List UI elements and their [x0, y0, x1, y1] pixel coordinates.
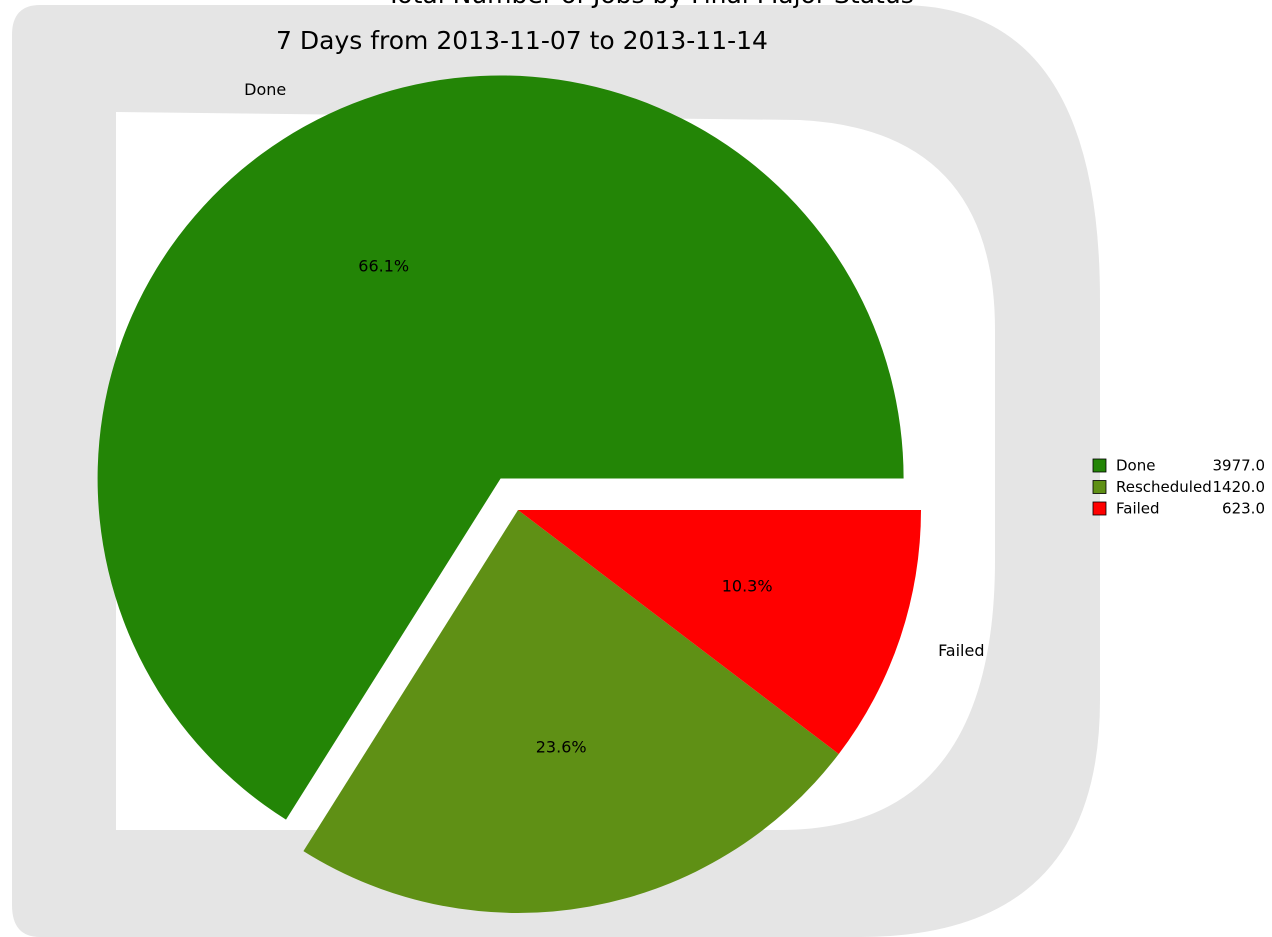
- slice-label: Failed: [938, 641, 984, 660]
- legend-value: 623.0: [1222, 500, 1265, 518]
- legend-value: 3977.0: [1213, 457, 1266, 475]
- percent-label: 66.1%: [358, 256, 409, 275]
- chart-title: Total Number of Jobs by Final Major Stat…: [385, 0, 913, 9]
- watermark: [12, 5, 1100, 937]
- slice-label: Rescheduled: [597, 936, 699, 937]
- legend-label: Done: [1116, 457, 1155, 475]
- percent-label: 23.6%: [536, 737, 587, 756]
- legend-swatch: [1092, 458, 1107, 473]
- legend-value: 1420.0: [1213, 478, 1266, 496]
- legend-label: Rescheduled: [1116, 478, 1212, 496]
- legend-swatch: [1092, 501, 1107, 516]
- percent-label: 10.3%: [722, 577, 773, 596]
- legend-swatch: [1092, 480, 1107, 494]
- pie-slice: [97, 75, 904, 820]
- slice-label: Done: [244, 80, 286, 99]
- chart-subtitle: 7 Days from 2013-11-07 to 2013-11-14: [276, 26, 768, 55]
- pie-slice: [303, 510, 839, 913]
- legend-label: Failed: [1116, 500, 1160, 518]
- pie-slice: [518, 510, 921, 754]
